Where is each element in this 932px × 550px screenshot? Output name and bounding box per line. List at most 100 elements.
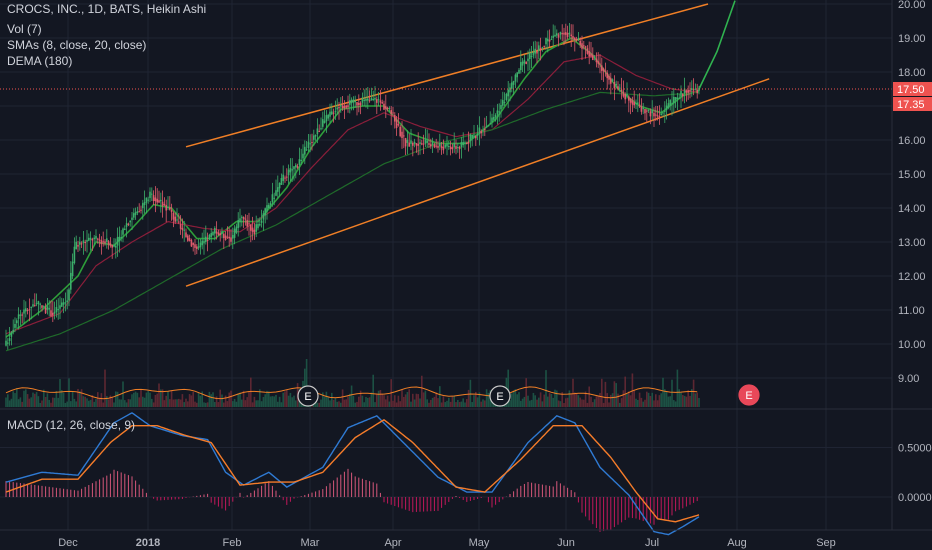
volume-bar xyxy=(154,394,157,407)
candle xyxy=(626,93,628,97)
candle xyxy=(597,61,599,64)
volume-bar xyxy=(185,398,187,407)
candle xyxy=(116,237,119,246)
candle xyxy=(19,314,22,316)
candle xyxy=(471,135,473,139)
candle xyxy=(556,33,558,36)
legend-macd[interactable]: MACD (12, 26, close, 9) xyxy=(7,418,136,432)
candle xyxy=(428,143,430,145)
candle xyxy=(183,229,185,231)
candle xyxy=(444,144,446,148)
volume-bar xyxy=(698,397,700,407)
price-tick-label: 11.00 xyxy=(898,305,925,317)
volume-bar xyxy=(230,390,232,407)
candle xyxy=(32,304,34,307)
candle xyxy=(394,115,396,122)
legend-dema[interactable]: DEMA (180) xyxy=(7,54,73,68)
volume-bar xyxy=(291,397,293,407)
candle xyxy=(507,89,509,97)
candle xyxy=(244,218,247,220)
volume-bar xyxy=(604,381,607,407)
candle xyxy=(379,100,382,103)
candle xyxy=(79,241,81,245)
legend-volume[interactable]: Vol (7) xyxy=(7,22,42,36)
volume-bar xyxy=(260,401,263,407)
candle xyxy=(439,142,441,147)
volume-bar xyxy=(413,399,416,407)
candle xyxy=(102,241,104,243)
candle xyxy=(296,165,299,168)
channel-upper[interactable] xyxy=(185,3,709,148)
volume-bar xyxy=(365,396,367,407)
earnings-label: E xyxy=(496,391,503,403)
volume-bar xyxy=(460,401,463,407)
candle xyxy=(385,106,387,109)
candle xyxy=(39,303,41,305)
candle xyxy=(46,306,49,310)
legend-smas[interactable]: SMAs (8, close, 20, close) xyxy=(7,38,147,52)
volume-bar xyxy=(448,397,450,407)
volume-bar xyxy=(354,402,356,407)
candle xyxy=(275,190,277,196)
volume-bar xyxy=(689,395,691,407)
candle xyxy=(149,191,151,199)
volume-bar xyxy=(536,399,538,407)
candle xyxy=(43,306,45,308)
volume-bar xyxy=(251,402,254,407)
candle xyxy=(122,228,124,235)
candle xyxy=(161,201,164,207)
volume-bar xyxy=(122,381,124,407)
candle xyxy=(199,242,202,248)
volume-bar xyxy=(111,396,113,407)
earnings-icon[interactable] xyxy=(297,385,319,407)
earnings-icon[interactable] xyxy=(738,384,760,406)
candle xyxy=(332,112,335,114)
volume-bar xyxy=(548,393,551,407)
volume-bar xyxy=(516,394,518,407)
candle xyxy=(617,86,619,90)
candle xyxy=(26,309,29,311)
volume-bar xyxy=(329,400,331,407)
candle xyxy=(412,142,414,146)
candle xyxy=(327,114,329,119)
candle xyxy=(631,100,634,105)
volume-bar xyxy=(442,396,445,407)
candle xyxy=(143,202,146,206)
candle xyxy=(100,240,103,245)
projection-path[interactable] xyxy=(698,0,736,90)
candle xyxy=(473,135,475,138)
candle xyxy=(248,223,250,225)
volume-bar xyxy=(527,395,529,407)
candle xyxy=(190,239,193,247)
earnings-icon[interactable] xyxy=(489,385,511,407)
volume-bar xyxy=(136,392,139,407)
volume-bar xyxy=(181,394,184,407)
volume-bar xyxy=(556,390,558,407)
candle xyxy=(212,231,214,236)
volume-bar xyxy=(682,395,684,407)
candle xyxy=(523,59,526,64)
candle xyxy=(505,93,508,101)
candle xyxy=(57,309,59,311)
candle xyxy=(401,131,403,139)
volume-bar xyxy=(113,402,115,407)
volume-bar xyxy=(581,399,583,407)
volume-bar xyxy=(57,397,59,407)
volume-bar xyxy=(574,392,576,407)
volume-bar xyxy=(471,402,473,407)
volume-bar xyxy=(359,390,362,407)
candle xyxy=(226,236,229,238)
volume-bar xyxy=(32,392,34,407)
candle xyxy=(268,204,270,209)
candle xyxy=(298,159,301,166)
volume-bar xyxy=(678,389,680,407)
candle xyxy=(309,143,311,145)
candle xyxy=(14,324,16,328)
volume-bar xyxy=(660,393,662,407)
candle xyxy=(196,246,198,249)
price-tick-label: 16.00 xyxy=(898,135,926,147)
volume-bar xyxy=(631,373,634,407)
volume-bar xyxy=(538,397,540,407)
